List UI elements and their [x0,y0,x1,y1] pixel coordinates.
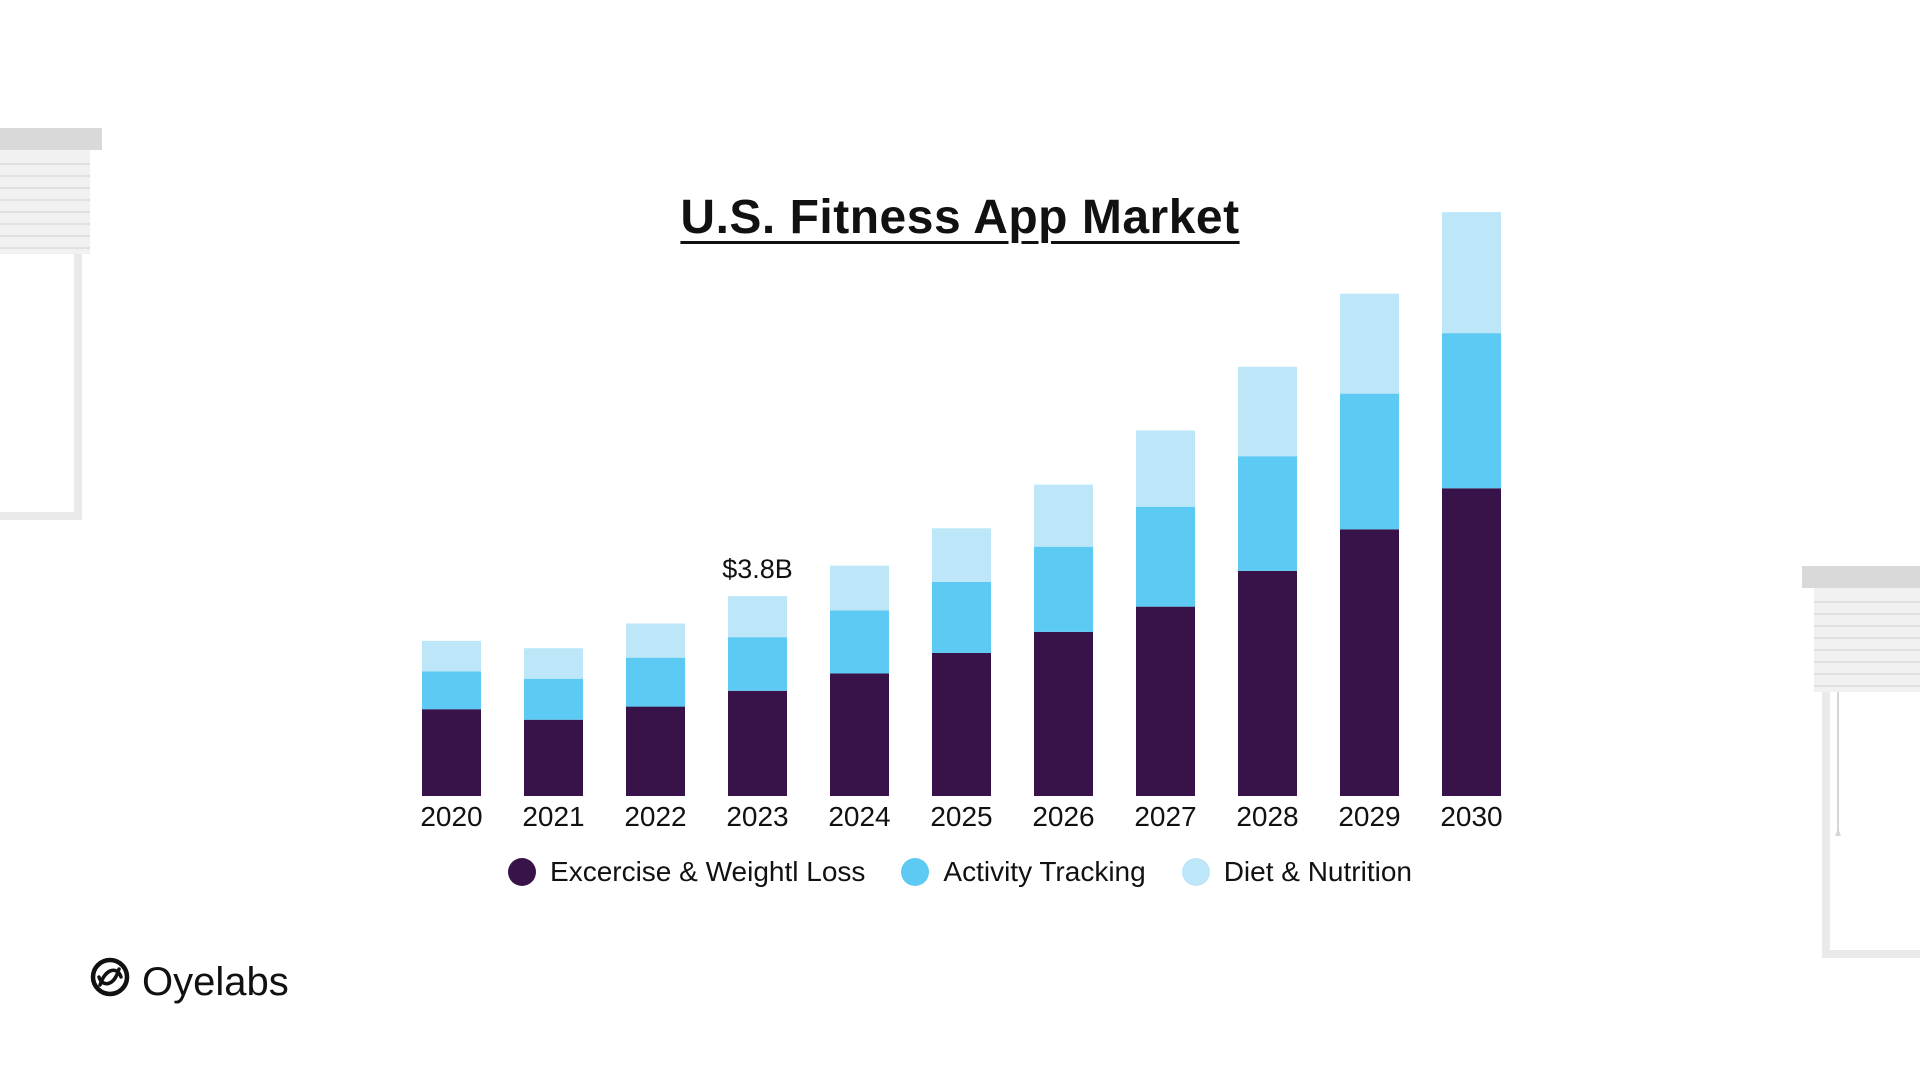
bar-exercise-2029 [1340,529,1399,796]
bar-exercise-2024 [830,673,889,796]
bar-diet-2020 [422,640,481,672]
x-tick-label-2024: 2024 [828,801,890,832]
bar-activity-2027 [1136,506,1195,607]
legend-item-exercise: Excercise & Weightl Loss [508,856,865,888]
bar-exercise-2026 [1034,631,1093,796]
data-labels: $3.8B [722,554,793,584]
bars-layer [422,212,1501,796]
bar-exercise-2028 [1238,570,1297,796]
bar-diet-2021 [524,648,583,679]
legend-swatch-activity [901,858,930,886]
legend-label-activity: Activity Tracking [943,856,1146,887]
bar-activity-2026 [1034,546,1093,632]
x-tick-label-2025: 2025 [930,801,992,832]
x-tick-label-2022: 2022 [624,801,686,832]
x-tick-label-2030: 2030 [1440,801,1502,832]
legend-item-activity: Activity Tracking [901,856,1146,888]
x-tick-label-2020: 2020 [420,801,482,832]
left-window-blind-decoration [0,128,102,520]
bar-activity-2029 [1340,393,1399,530]
chart-title-text: U.S. Fitness App Market [680,191,1240,244]
legend-swatch-diet [1181,858,1210,886]
bar-exercise-2027 [1136,606,1195,796]
legend-label-diet: Diet & Nutrition [1223,856,1412,887]
x-tick-label-2029: 2029 [1338,801,1400,832]
brand-name: Oyelabs [142,959,289,1004]
bar-diet-2027 [1136,430,1195,507]
legend: Excercise & Weightl Loss Activity Tracki… [0,856,1920,888]
bar-activity-2022 [626,657,685,707]
legend-label-exercise: Excercise & Weightl Loss [550,856,866,887]
legend-item-diet: Diet & Nutrition [1181,856,1412,888]
chart-title: U.S. Fitness App Market [0,190,1920,245]
x-tick-label-2023: 2023 [726,801,788,832]
bar-diet-2026 [1034,484,1093,547]
bar-activity-2024 [830,610,889,674]
bar-diet-2025 [932,528,991,582]
data-label-2023: $3.8B [722,554,793,584]
right-window-blind-decoration [1802,566,1920,958]
bar-exercise-2021 [524,719,583,796]
bar-activity-2025 [932,581,991,653]
bar-activity-2020 [422,671,481,710]
bar-exercise-2023 [728,690,787,796]
x-axis-tick-labels: 2020 2021 2022 2023 2024 2025 2026 2027 2028 2029… [420,801,1502,832]
x-tick-label-2028: 2028 [1236,801,1298,832]
oyelabs-logo-icon [88,955,132,1009]
bar-diet-2024 [830,565,889,611]
bar-diet-2022 [626,623,685,658]
legend-swatch-exercise [508,858,537,886]
bar-diet-2029 [1340,293,1399,394]
bar-exercise-2030 [1442,488,1501,796]
bar-diet-2030 [1442,212,1501,334]
bar-exercise-2025 [932,652,991,796]
x-tick-label-2026: 2026 [1032,801,1094,832]
bar-exercise-2020 [422,709,481,796]
bar-diet-2028 [1238,366,1297,457]
bar-exercise-2022 [626,706,685,796]
bar-activity-2030 [1442,333,1501,489]
brand: Oyelabs [88,955,289,1009]
x-tick-label-2021: 2021 [522,801,584,832]
bar-activity-2021 [524,678,583,720]
bar-diet-2023 [728,596,787,638]
bar-activity-2023 [728,637,787,691]
bar-activity-2028 [1238,456,1297,571]
x-tick-label-2027: 2027 [1134,801,1196,832]
